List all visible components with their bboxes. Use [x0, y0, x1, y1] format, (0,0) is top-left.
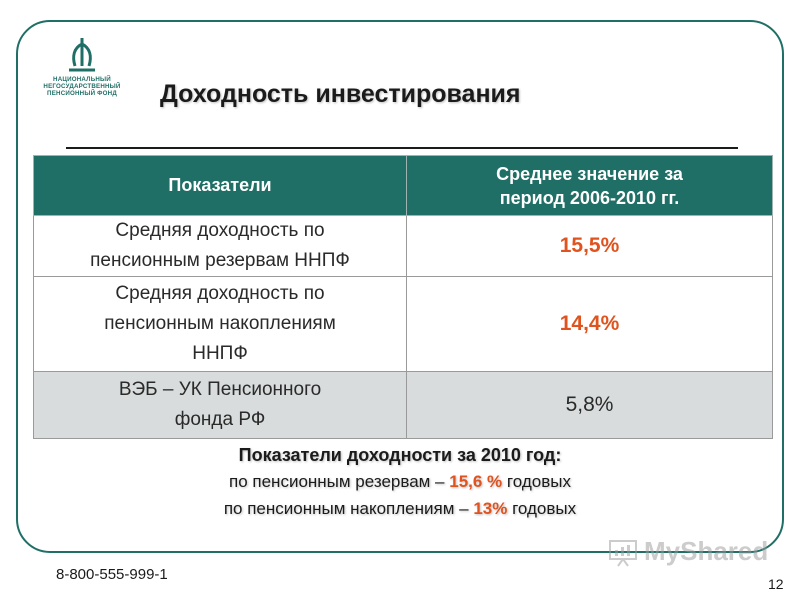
title-divider	[66, 147, 738, 149]
table-row-label: Средняя доходность по пенсионным резерва…	[33, 215, 407, 277]
summary-line-reserves: по пенсионным резервам – 15,6 % годовых	[140, 468, 660, 495]
summary-line-reserves-value: 15,6 %	[449, 472, 503, 491]
table-header-row: Показатели Среднее значение за период 20…	[33, 155, 773, 216]
watermark-text: MyShared	[644, 536, 769, 566]
table-header-average-label: Среднее значение за период 2006-2010 гг.	[496, 163, 683, 208]
summary-block: Показатели доходности за 2010 год: по пе…	[140, 443, 660, 522]
summary-line-savings-suffix: годовых	[512, 499, 577, 518]
logo: НАЦИОНАЛЬНЫЙ НЕГОСУДАРСТВЕННЫЙ ПЕНСИОННЫ…	[40, 36, 124, 97]
table-row-value: 15,5%	[406, 215, 773, 277]
logo-text-line2: НЕГОСУДАРСТВЕННЫЙ	[43, 83, 121, 90]
watermark: MyShared	[608, 536, 768, 567]
presentation-icon	[609, 539, 637, 567]
summary-line-savings-value: 13%	[473, 499, 508, 518]
table-row: Средняя доходность по пенсионным накопле…	[33, 276, 773, 372]
table-row: Средняя доходность по пенсионным резерва…	[33, 215, 773, 277]
table-row-label: Средняя доходность по пенсионным накопле…	[33, 276, 407, 372]
table-header-indicators: Показатели	[33, 155, 407, 216]
returns-table: Показатели Среднее значение за период 20…	[33, 155, 773, 439]
logo-emblem-icon	[69, 38, 95, 72]
table-row-value: 5,8%	[406, 371, 773, 439]
summary-line-savings: по пенсионным накоплениям – 13% годовых	[140, 495, 660, 522]
page-number: 12	[768, 576, 784, 592]
table-row-label: ВЭБ – УК Пенсионного фонда РФ	[33, 371, 407, 439]
phone-number: 8-800-555-999-1	[56, 566, 168, 583]
logo-text-line1: НАЦИОНАЛЬНЫЙ	[53, 76, 111, 83]
slide-frame	[16, 20, 784, 553]
summary-line-savings-prefix: по пенсионным накоплениям –	[223, 499, 469, 518]
summary-line-reserves-suffix: годовых	[506, 472, 571, 491]
page-title: Доходность инвестирования	[160, 80, 521, 108]
summary-heading: Показатели доходности за 2010 год:	[238, 445, 562, 465]
logo-text-line3: ПЕНСИОННЫЙ ФОНД	[47, 90, 117, 97]
table-header-average: Среднее значение за период 2006-2010 гг.	[406, 155, 773, 216]
table-row: ВЭБ – УК Пенсионного фонда РФ 5,8%	[33, 371, 773, 439]
summary-line-reserves-prefix: по пенсионным резервам –	[229, 472, 445, 491]
table-row-value: 14,4%	[406, 276, 773, 372]
